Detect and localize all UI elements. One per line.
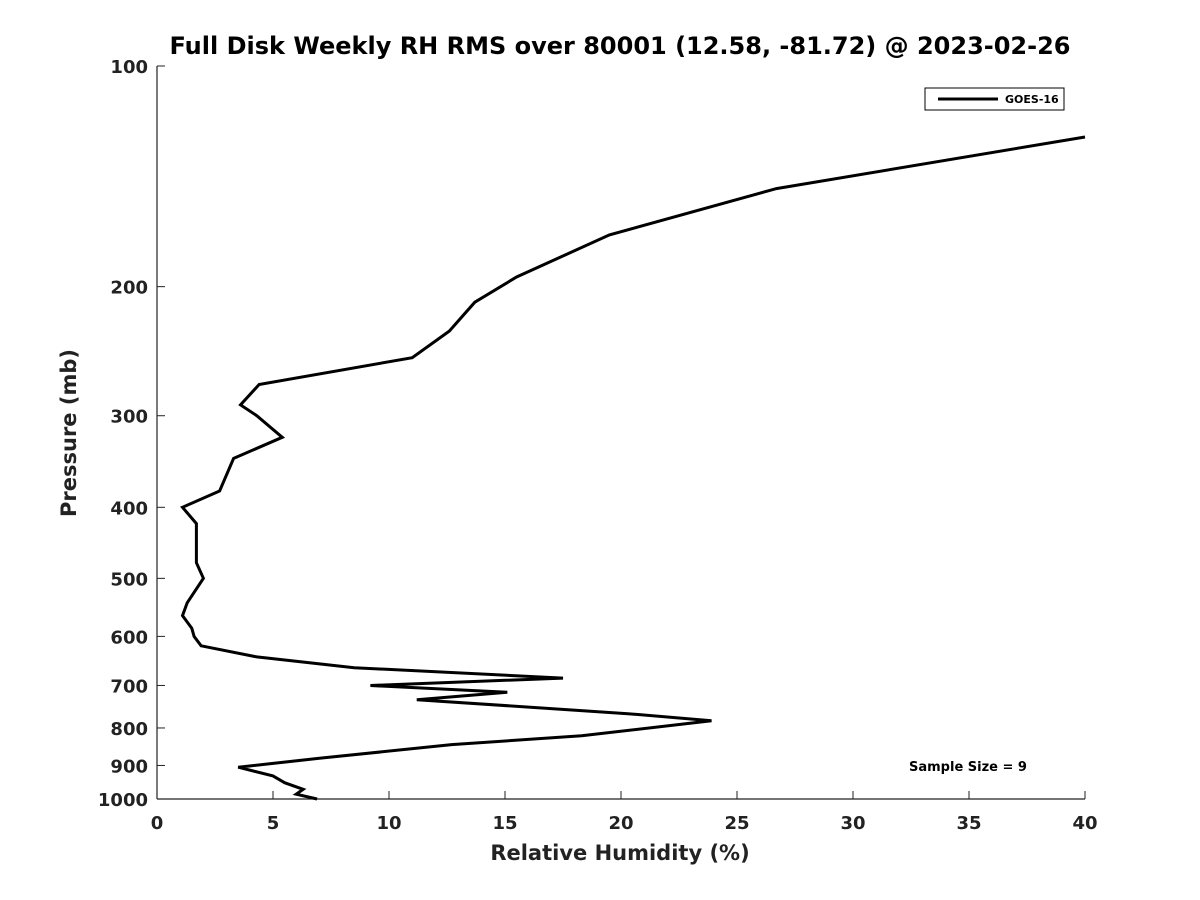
y-tick-label: 200 (110, 278, 148, 299)
axes: 0 5 10 15 20 25 30 35 40 100 200 300 400 500 600 700 800… (98, 57, 1098, 834)
y-tick-label: 1000 (98, 790, 148, 811)
y-axis-label: Pressure (mb) (57, 349, 81, 517)
x-tick-label: 15 (492, 813, 517, 834)
series-line-goes-16 (180, 135, 1086, 801)
legend-label-goes16: GOES-16 (1005, 93, 1059, 106)
x-tick-label: 0 (151, 813, 164, 834)
series-layer (180, 135, 1086, 801)
y-tick-label: 700 (110, 676, 148, 697)
x-tick-label: 25 (724, 813, 749, 834)
x-tick-label: 35 (956, 813, 981, 834)
legend: GOES-16 (924, 87, 1065, 111)
x-tick-label: 40 (1072, 813, 1097, 834)
x-axis-label: Relative Humidity (%) (490, 841, 749, 865)
chart-title: Full Disk Weekly RH RMS over 80001 (12.5… (169, 32, 1070, 60)
sample-size-annotation: Sample Size = 9 (909, 760, 1027, 775)
x-tick-label: 10 (376, 813, 401, 834)
y-tick-label: 800 (110, 719, 148, 740)
x-tick-label: 30 (840, 813, 865, 834)
y-tick-label: 600 (110, 627, 148, 648)
y-tick-label: 900 (110, 756, 148, 777)
y-tick-label: 500 (110, 569, 148, 590)
y-tick-label: 400 (110, 498, 148, 519)
x-tick-label: 5 (267, 813, 280, 834)
y-tick-label: 100 (110, 57, 148, 78)
y-tick-label: 300 (110, 407, 148, 428)
x-tick-label: 20 (608, 813, 633, 834)
